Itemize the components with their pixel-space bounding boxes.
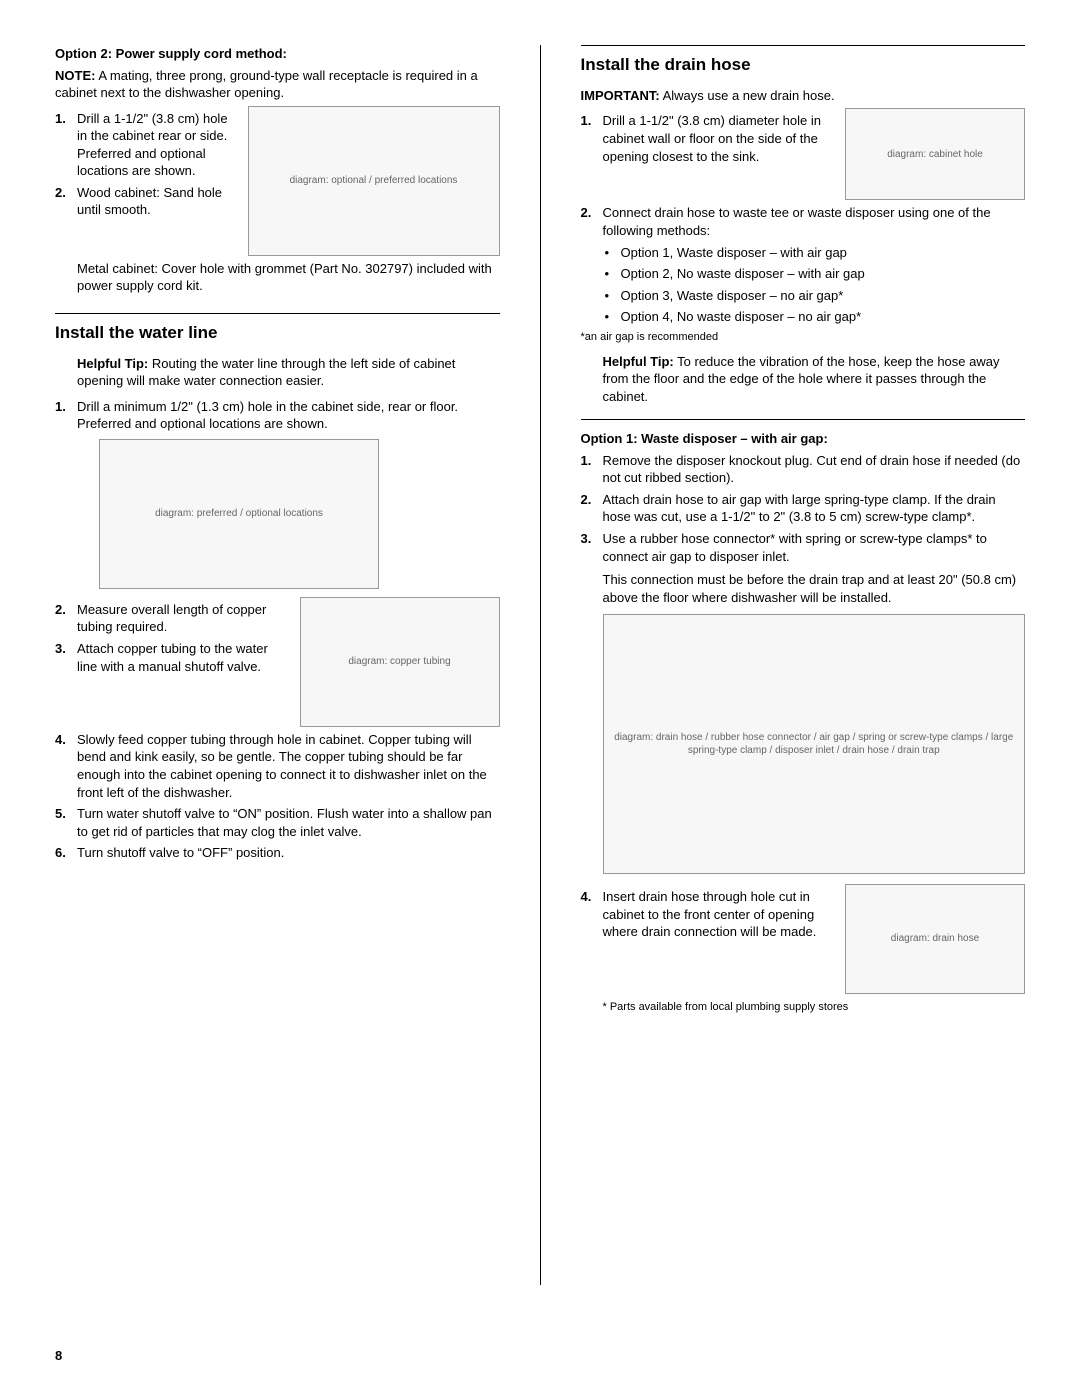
section-divider (581, 45, 1026, 46)
step-text: Slowly feed copper tubing through hole i… (77, 731, 500, 801)
important-label: IMPORTANT: (581, 88, 660, 103)
water-steps-2-3-row: 2. Measure overall length of copper tubi… (55, 597, 500, 727)
water-tip: Helpful Tip: Routing the water line thro… (55, 355, 500, 390)
step-text: Drill a 1-1/2" (3.8 cm) hole in the cabi… (77, 110, 234, 180)
list-item: 6. Turn shutoff valve to “OFF” position. (55, 844, 500, 862)
list-item: 1. Drill a 1-1/2" (3.8 cm) diameter hole… (581, 112, 832, 165)
step-number: 3. (581, 530, 603, 606)
step-text: Measure overall length of copper tubing … (77, 601, 286, 636)
list-item: 1. Drill a 1-1/2" (3.8 cm) hole in the c… (55, 110, 234, 180)
parts-footnote: * Parts available from local plumbing su… (581, 1000, 1026, 1015)
figure-copper-tubing: diagram: copper tubing (300, 597, 500, 727)
list-item: 1. Remove the disposer knockout plug. Cu… (581, 452, 1026, 487)
option2-heading: Option 2: Power supply cord method: (55, 45, 500, 63)
step-extra: This connection must be before the drain… (603, 571, 1026, 606)
drain-tip: Helpful Tip: To reduce the vibration of … (581, 353, 1026, 406)
step-number: 1. (581, 112, 603, 165)
step-text: Drill a minimum 1/2" (1.3 cm) hole in th… (77, 398, 500, 433)
page-number: 8 (55, 1347, 62, 1365)
step-number: 4. (55, 731, 77, 801)
step-text: Turn water shutoff valve to “ON” positio… (77, 805, 500, 840)
water-line-title: Install the water line (55, 322, 500, 345)
bullet-item: Option 1, Waste disposer – with air gap (603, 244, 1026, 262)
section-divider (55, 313, 500, 314)
airgap-footnote: *an air gap is recommended (581, 330, 1026, 345)
figure-drain-hose-insert: diagram: drain hose (845, 884, 1025, 994)
figure-water-locations: diagram: preferred / optional locations (99, 439, 379, 589)
right-column: Install the drain hose IMPORTANT: Always… (581, 45, 1026, 1285)
option-text: Option 1, Waste disposer – with air gap (621, 244, 847, 262)
option1-heading: Option 1: Waste disposer – with air gap: (581, 430, 1026, 448)
figure-power-locations: diagram: optional / preferred locations (248, 106, 500, 256)
step-text: Insert drain hose through hole cut in ca… (603, 888, 832, 941)
list-item: 3. Attach copper tubing to the water lin… (55, 640, 286, 675)
left-column: Option 2: Power supply cord method: NOTE… (55, 45, 500, 1285)
option2-step-row: 1. Drill a 1-1/2" (3.8 cm) hole in the c… (55, 106, 500, 256)
figure-disposer-airgap: diagram: drain hose / rubber hose connec… (603, 614, 1026, 874)
column-divider (540, 45, 541, 1285)
important-body: Always use a new drain hose. (660, 88, 835, 103)
tip-label: Helpful Tip: (77, 356, 148, 371)
step-number: 5. (55, 805, 77, 840)
list-item: 4. Slowly feed copper tubing through hol… (55, 731, 500, 801)
step-number: 1. (581, 452, 603, 487)
step-text: Wood cabinet: Sand hole until smooth. (77, 184, 234, 219)
step-text: Connect drain hose to waste tee or waste… (603, 204, 1026, 239)
list-item: 4. Insert drain hose through hole cut in… (581, 888, 832, 941)
step-number: 3. (55, 640, 77, 675)
tip-label: Helpful Tip: (603, 354, 674, 369)
step-number: 1. (55, 110, 77, 180)
step-text: Attach copper tubing to the water line w… (77, 640, 286, 675)
list-item: 2. Connect drain hose to waste tee or wa… (581, 204, 1026, 239)
list-item: 2. Wood cabinet: Sand hole until smooth. (55, 184, 234, 219)
step-number: 4. (581, 888, 603, 941)
bullet-item: Option 4, No waste disposer – no air gap… (603, 308, 1026, 326)
option-text: Option 2, No waste disposer – with air g… (621, 265, 865, 283)
step-text: Remove the disposer knockout plug. Cut e… (603, 452, 1026, 487)
step-number: 2. (581, 204, 603, 239)
step-text: Turn shutoff valve to “OFF” position. (77, 844, 500, 862)
figure-drain-hole: diagram: cabinet hole (845, 108, 1025, 200)
drain-hose-title: Install the drain hose (581, 54, 1026, 77)
step-text: Drill a 1-1/2" (3.8 cm) diameter hole in… (603, 112, 832, 165)
drain-step4-row: 4. Insert drain hose through hole cut in… (581, 884, 1026, 994)
list-item: 1. Drill a minimum 1/2" (1.3 cm) hole in… (55, 398, 500, 433)
option2-note: NOTE: A mating, three prong, ground-type… (55, 67, 500, 102)
step-number: 2. (55, 601, 77, 636)
two-column-layout: Option 2: Power supply cord method: NOTE… (55, 45, 1025, 1285)
list-item: 2. Measure overall length of copper tubi… (55, 601, 286, 636)
drain-step1-row: 1. Drill a 1-1/2" (3.8 cm) diameter hole… (581, 108, 1026, 200)
step-number: 2. (55, 184, 77, 219)
step-text: Use a rubber hose connector* with spring… (603, 531, 987, 564)
list-item: 2. Attach drain hose to air gap with lar… (581, 491, 1026, 526)
option-text: Option 4, No waste disposer – no air gap… (621, 308, 862, 326)
step2-extra: Metal cabinet: Cover hole with grommet (… (55, 260, 500, 295)
step-number: 1. (55, 398, 77, 433)
drain-important: IMPORTANT: Always use a new drain hose. (581, 87, 1026, 105)
bullet-item: Option 3, Waste disposer – no air gap* (603, 287, 1026, 305)
bullet-item: Option 2, No waste disposer – with air g… (603, 265, 1026, 283)
list-item: 3. Use a rubber hose connector* with spr… (581, 530, 1026, 606)
thin-divider (581, 419, 1026, 420)
option-text: Option 3, Waste disposer – no air gap* (621, 287, 844, 305)
note-label: NOTE: (55, 68, 95, 83)
step-number: 2. (581, 491, 603, 526)
step-text: Attach drain hose to air gap with large … (603, 491, 1026, 526)
note-body: A mating, three prong, ground-type wall … (55, 68, 478, 101)
list-item: 5. Turn water shutoff valve to “ON” posi… (55, 805, 500, 840)
step-number: 6. (55, 844, 77, 862)
